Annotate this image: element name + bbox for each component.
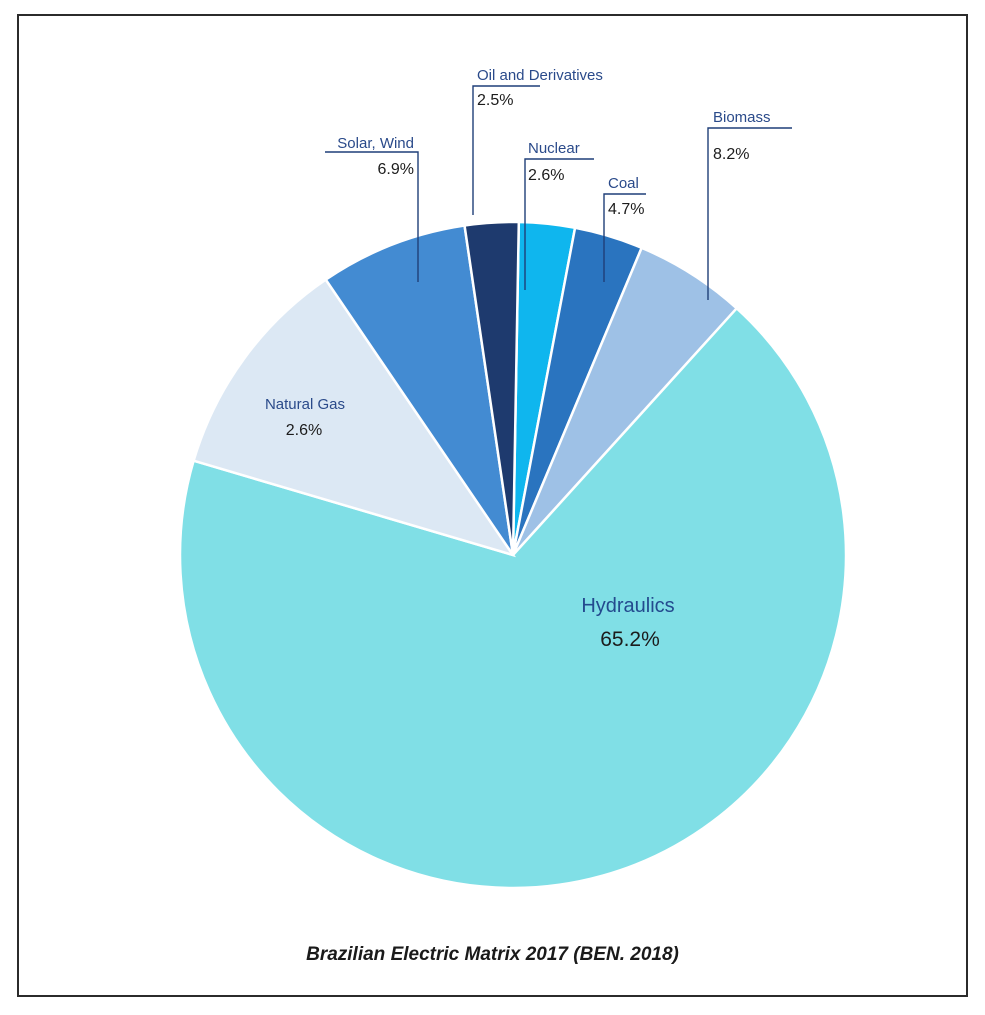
slice-value-hydraulics: 65.2%	[600, 628, 660, 651]
slice-value-natural-gas: 2.6%	[286, 422, 322, 439]
slice-value-biomass: 8.2%	[713, 146, 749, 163]
slice-label-biomass: Biomass	[713, 109, 771, 126]
slice-value-coal: 4.7%	[608, 201, 644, 218]
slice-value-solar-wind: 6.9%	[378, 161, 414, 178]
slice-label-hydraulics: Hydraulics	[581, 595, 674, 617]
slice-label-coal: Coal	[608, 175, 639, 192]
slice-value-oil-derivatives: 2.5%	[477, 92, 513, 109]
pie-slices	[180, 222, 846, 888]
slice-value-nuclear: 2.6%	[528, 167, 564, 184]
slice-label-oil-derivatives: Oil and Derivatives	[477, 67, 603, 84]
slice-label-nuclear: Nuclear	[528, 140, 580, 157]
chart-title: Brazilian Electric Matrix 2017 (BEN. 201…	[17, 944, 968, 966]
slice-label-solar-wind: Solar, Wind	[337, 135, 414, 152]
slice-label-natural-gas: Natural Gas	[265, 396, 345, 413]
